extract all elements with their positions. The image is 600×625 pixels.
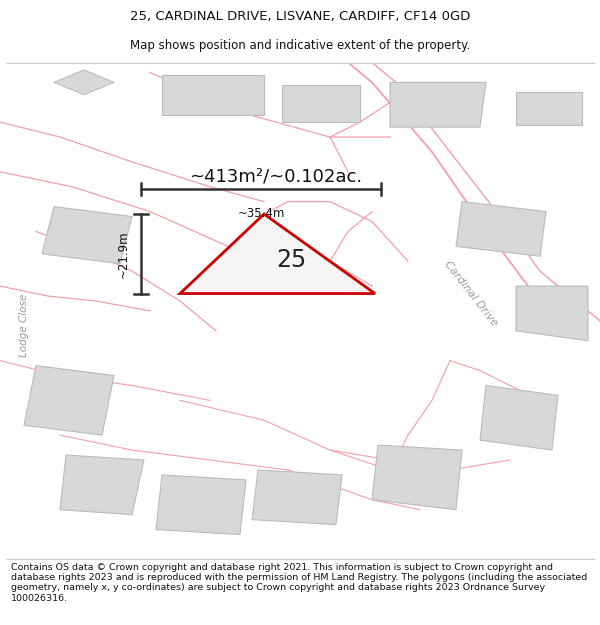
Text: ~21.9m: ~21.9m: [116, 230, 130, 278]
Text: Cardinal Drive: Cardinal Drive: [442, 259, 500, 328]
Text: Lodge Close: Lodge Close: [19, 294, 29, 358]
Polygon shape: [252, 470, 342, 524]
Text: ~35.4m: ~35.4m: [238, 206, 284, 219]
Polygon shape: [156, 475, 246, 534]
Polygon shape: [24, 366, 114, 435]
Polygon shape: [180, 214, 375, 294]
Polygon shape: [42, 207, 132, 264]
Polygon shape: [516, 286, 588, 341]
Text: Contains OS data © Crown copyright and database right 2021. This information is : Contains OS data © Crown copyright and d…: [11, 562, 587, 603]
Polygon shape: [162, 75, 264, 114]
Polygon shape: [60, 455, 144, 514]
Text: ~413m²/~0.102ac.: ~413m²/~0.102ac.: [190, 168, 362, 186]
Polygon shape: [54, 70, 114, 95]
Polygon shape: [456, 202, 546, 256]
Text: 25: 25: [276, 248, 306, 272]
Polygon shape: [480, 386, 558, 450]
Polygon shape: [372, 445, 462, 510]
Text: Map shows position and indicative extent of the property.: Map shows position and indicative extent…: [130, 39, 470, 52]
Polygon shape: [282, 85, 360, 122]
Polygon shape: [516, 92, 582, 124]
Text: 25, CARDINAL DRIVE, LISVANE, CARDIFF, CF14 0GD: 25, CARDINAL DRIVE, LISVANE, CARDIFF, CF…: [130, 11, 470, 23]
Polygon shape: [390, 82, 486, 127]
